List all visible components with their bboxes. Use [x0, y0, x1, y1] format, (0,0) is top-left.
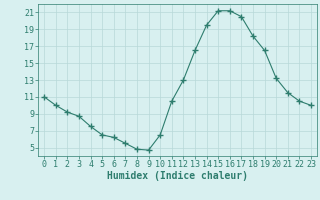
X-axis label: Humidex (Indice chaleur): Humidex (Indice chaleur)	[107, 171, 248, 181]
